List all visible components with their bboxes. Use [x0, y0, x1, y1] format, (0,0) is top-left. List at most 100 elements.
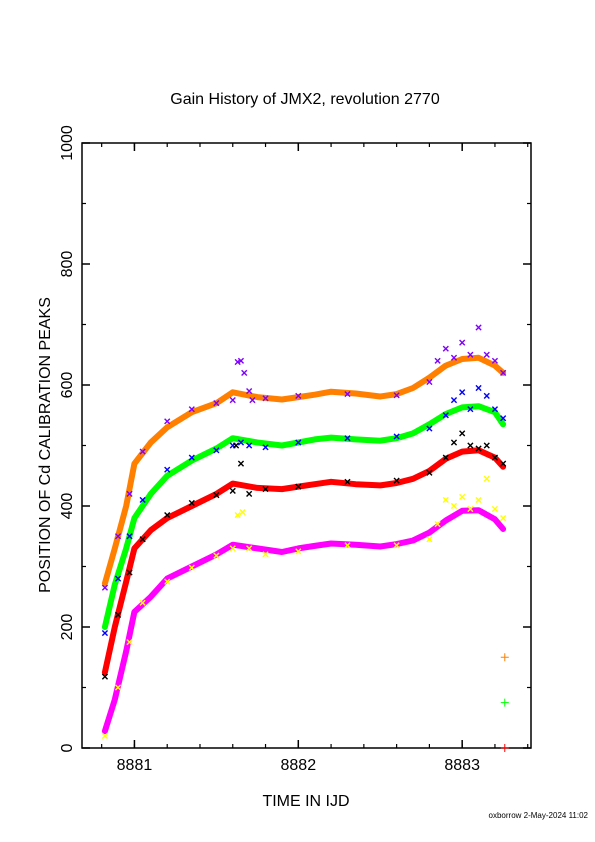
data-point [500, 460, 507, 467]
data-point [450, 354, 458, 361]
data-point [249, 397, 256, 404]
data-point [459, 493, 466, 501]
data-point [344, 478, 351, 485]
data-point [164, 466, 171, 473]
data-point [491, 454, 499, 461]
data-point [213, 400, 220, 407]
data-point [483, 442, 490, 449]
data-point [500, 515, 507, 522]
series-5 [101, 430, 507, 680]
y-axis: 0 200 400 600 800 1000 [59, 125, 531, 752]
data-point [459, 430, 466, 437]
data-point [237, 357, 245, 364]
data-point [126, 569, 133, 576]
chart-title: Gain History of JMX2, revolution 2770 [170, 91, 440, 108]
data-point [101, 584, 109, 591]
data-point [459, 389, 466, 396]
data-point [114, 684, 122, 691]
data-point [188, 454, 195, 461]
data-point [393, 392, 400, 399]
data-point [434, 357, 441, 364]
data-point [500, 744, 509, 752]
data-point [139, 496, 146, 504]
data-point [126, 533, 133, 540]
y-tick-label: 1000 [59, 125, 76, 161]
data-point [164, 578, 171, 585]
data-point [475, 496, 482, 504]
data-point [426, 378, 433, 386]
data-point [188, 564, 195, 571]
data-point [262, 485, 269, 493]
footer-stamp: oxborrow 2-May-2024 11:02 [489, 811, 589, 820]
data-point [344, 542, 351, 549]
data-point [114, 611, 122, 618]
data-point [483, 475, 490, 482]
series-line [101, 447, 507, 676]
data-point [114, 575, 122, 582]
data-point [459, 339, 466, 346]
series-0 [101, 354, 507, 587]
data-point [229, 397, 236, 404]
data-point [475, 324, 482, 331]
data-point [139, 536, 146, 543]
data-point [232, 442, 240, 449]
data-point [126, 639, 133, 646]
series-line [101, 507, 507, 735]
y-tick-label: 400 [59, 493, 76, 520]
x-tick-label: 8883 [444, 757, 480, 774]
series-line [101, 354, 507, 587]
y-tick-label: 800 [59, 251, 76, 278]
data-point [234, 511, 241, 519]
data-point [467, 351, 474, 358]
series-6 [101, 507, 507, 735]
data-point [467, 442, 474, 449]
data-point [450, 397, 458, 404]
data-point [241, 369, 248, 376]
series-7 [101, 475, 507, 739]
data-point [262, 551, 269, 558]
data-point [393, 542, 400, 549]
x-axis-label: TIME IN IJD [262, 793, 349, 810]
data-point [344, 435, 351, 442]
data-point [434, 521, 441, 528]
data-point [500, 698, 509, 707]
data-point [467, 406, 474, 413]
data-point [101, 673, 109, 680]
series-1 [101, 324, 507, 591]
data-point [237, 439, 245, 446]
data-point [442, 454, 449, 461]
plot-area [101, 324, 509, 752]
data-point [213, 552, 220, 559]
data-point [442, 412, 449, 419]
y-tick-label: 600 [59, 372, 76, 399]
data-point [164, 418, 171, 425]
y-axis-label: POSITION OF Cd CALIBRATION PEAKS [37, 297, 54, 593]
data-point [450, 439, 458, 446]
data-point [234, 358, 241, 366]
data-point [295, 439, 302, 446]
data-point [126, 490, 133, 497]
data-point [344, 390, 351, 398]
data-point [101, 629, 109, 637]
data-point [164, 511, 171, 519]
data-point [500, 415, 507, 422]
y-tick-label: 0 [59, 743, 76, 752]
series-3 [101, 384, 507, 637]
data-point [442, 345, 449, 352]
data-point [483, 351, 490, 358]
data-point [500, 369, 507, 376]
data-point [229, 545, 236, 552]
data-point [246, 442, 253, 449]
data-point [393, 433, 400, 440]
data-point [295, 483, 302, 490]
series-9 [500, 698, 509, 707]
data-point [262, 395, 269, 402]
data-point [139, 599, 146, 606]
data-point [246, 545, 253, 552]
series-10 [500, 744, 509, 752]
data-point [491, 406, 499, 413]
data-point [295, 392, 302, 399]
data-point [101, 732, 109, 739]
data-point [467, 505, 474, 513]
